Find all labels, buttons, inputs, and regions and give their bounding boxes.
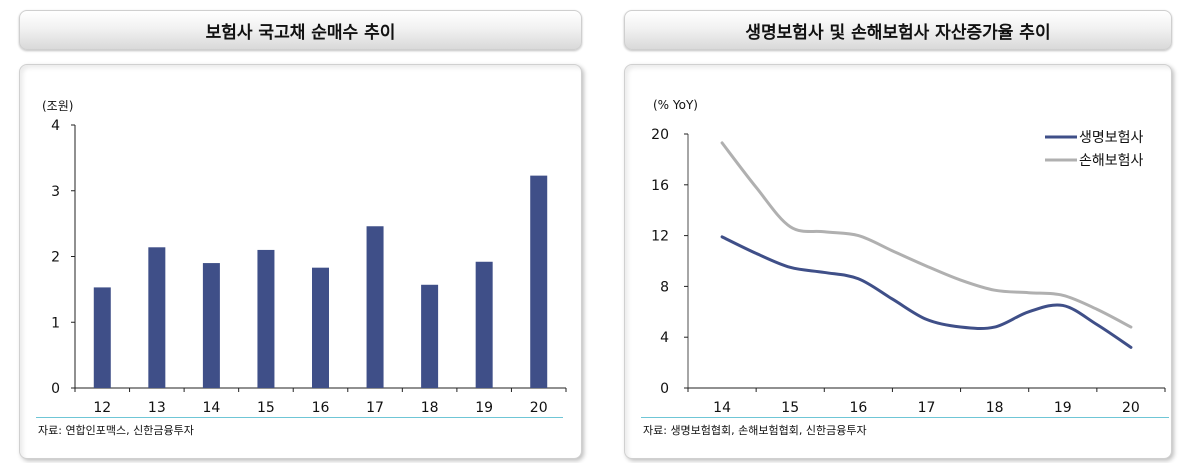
bar [312,267,329,388]
x-tick-label: 19 [1054,400,1072,416]
legend-label: 생명보험사 [1079,130,1144,146]
left-source-divider [36,417,563,418]
right-chart-title-bar: 생명보험사 및 손해보험사 자산증가율 추이 [624,10,1172,50]
y-tick-label: 16 [651,178,669,194]
y-tick-label: 0 [51,381,60,397]
x-tick-label: 16 [849,400,867,416]
bar [366,226,384,388]
x-tick-label: 16 [312,400,330,416]
x-tick-label: 20 [530,400,548,416]
bar [257,249,275,388]
x-tick-label: 17 [918,400,936,416]
y-tick-label: 4 [51,118,60,134]
x-tick-label: 14 [202,400,220,416]
x-tick-label: 17 [366,400,384,416]
y-tick-label: 12 [651,229,669,245]
bar [148,247,166,388]
y-tick-label: 4 [660,330,669,346]
y-tick-label: 1 [51,315,60,331]
x-tick-label: 12 [93,400,111,416]
x-tick-label: 15 [257,400,275,416]
bar [421,284,439,388]
y-tick-label: 2 [51,250,60,266]
y-axis-unit: (조원) [42,99,73,113]
legend-label: 손해보험사 [1079,153,1144,169]
y-tick-label: 20 [651,127,669,143]
x-tick-label: 19 [475,400,493,416]
bar [202,263,220,388]
x-tick-label: 18 [421,400,439,416]
right-chart-title: 생명보험사 및 손해보험사 자산증가율 추이 [745,22,1051,43]
left-chart-title: 보험사 국고채 순매수 추이 [205,22,396,43]
x-tick-label: 15 [781,400,799,416]
bar [93,287,111,388]
y-tick-label: 3 [51,184,60,200]
nonlife-insurer-line [720,141,1133,329]
y-tick-label: 8 [660,279,669,295]
legend-item: 생명보험사 [1045,130,1144,146]
left-chart-panel: (조원) 0 1 2 3 4 12 13 14 15 16 17 18 19 20 자료: 연합인포맥스, … [19,64,582,459]
legend-item: 손해보험사 [1045,153,1144,169]
x-tick-label: 20 [1122,400,1140,416]
x-tick-label: 18 [986,400,1004,416]
bar [530,175,548,388]
life-insurer-line [720,235,1133,349]
y-axis-unit: (% YoY) [653,98,698,112]
y-tick-label: 0 [660,381,669,397]
left-source-note: 자료: 연합인포맥스, 신한금융투자 [38,424,194,437]
bar [475,261,493,388]
right-source-divider [641,417,1169,418]
x-tick-label: 14 [713,400,731,416]
x-tick-label: 13 [148,400,166,416]
right-source-note: 자료: 생명보험협회, 손해보험협회, 신한금융투자 [643,424,867,437]
left-chart-title-bar: 보험사 국고채 순매수 추이 [19,10,582,50]
